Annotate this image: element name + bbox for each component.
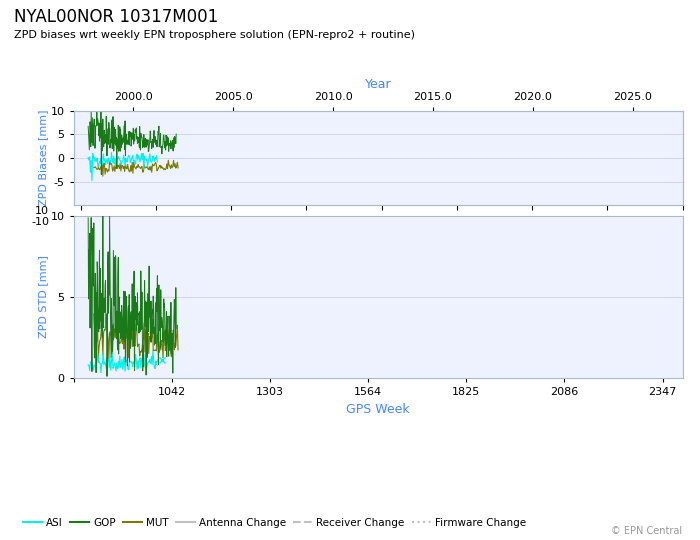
- X-axis label: GPS Week: GPS Week: [346, 403, 410, 416]
- Y-axis label: ZPD STD [mm]: ZPD STD [mm]: [38, 255, 48, 339]
- Text: NYAL00NOR 10317M001: NYAL00NOR 10317M001: [14, 8, 218, 26]
- Legend: ASI, GOP, MUT, Antenna Change, Receiver Change, Firmware Change: ASI, GOP, MUT, Antenna Change, Receiver …: [19, 514, 530, 532]
- Text: ZPD biases wrt weekly EPN troposphere solution (EPN-repro2 + routine): ZPD biases wrt weekly EPN troposphere so…: [14, 30, 415, 40]
- X-axis label: Year: Year: [365, 78, 391, 91]
- Text: 10: 10: [35, 206, 49, 216]
- Text: © EPN Central: © EPN Central: [611, 525, 682, 536]
- Y-axis label: ZPD Biases [mm]: ZPD Biases [mm]: [38, 110, 48, 206]
- Text: -10: -10: [31, 217, 49, 227]
